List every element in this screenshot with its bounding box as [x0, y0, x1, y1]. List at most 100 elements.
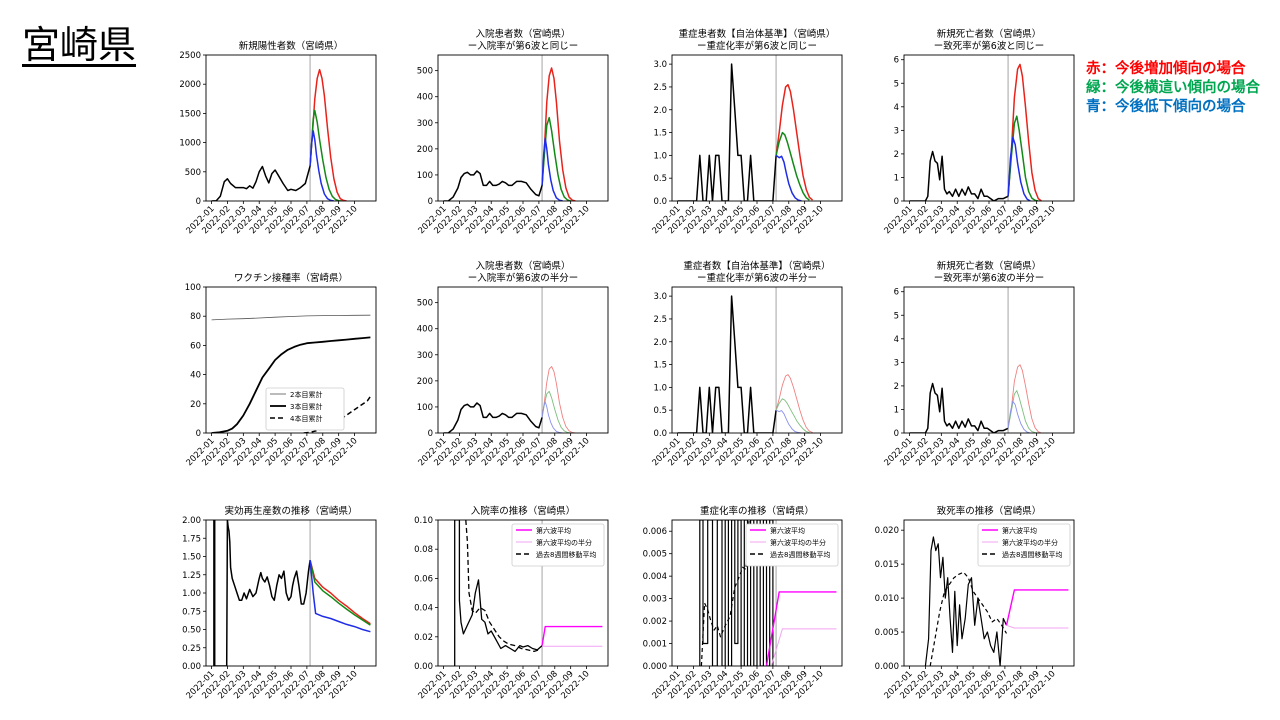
- series-line-3: [541, 137, 563, 201]
- series-group: [677, 295, 813, 433]
- series-line-2: [541, 625, 603, 646]
- legend-label: 4本目累計: [290, 414, 322, 423]
- y-tick-label: 200: [417, 145, 433, 155]
- y-tick-label: 500: [417, 299, 433, 309]
- chart-c9: 実効再生産数の推移（宮崎県） 0.00 0.25 0.50 0.75 1.00 1.25 1.…: [182, 505, 377, 701]
- series-line-1: [541, 366, 576, 433]
- y-tick-label: 0.005: [875, 628, 899, 638]
- y-tick-label: 500: [185, 168, 201, 178]
- y-tick-label: 1.0: [653, 383, 667, 393]
- y-tick-label: 100: [417, 403, 433, 413]
- series-line-0: [909, 150, 1009, 201]
- plot-frame: [437, 54, 609, 202]
- series-line-2: [775, 398, 810, 433]
- chart-title: 新規死亡者数（宮崎県）: [937, 28, 1042, 40]
- series-line-2: [309, 559, 371, 626]
- y-tick-label: 0.00: [414, 662, 433, 672]
- legend-label: 第六波平均の半分: [1002, 538, 1058, 547]
- chart-title: ワクチン接種率（宮崎県）: [234, 272, 348, 284]
- legend-label: 第六波平均の半分: [770, 538, 826, 547]
- series-line-0: [677, 63, 777, 201]
- plot-frame: [205, 286, 377, 434]
- y-tick-label: 6: [894, 288, 899, 298]
- y-tick-label: 2000: [179, 80, 201, 90]
- legend-box: [511, 523, 605, 567]
- y-tick-label: 0: [428, 429, 433, 439]
- y-tick-label: 0: [894, 197, 899, 207]
- y-tick-label: 1.5: [653, 129, 667, 139]
- series-line-3: [775, 409, 802, 433]
- series-group: [677, 63, 814, 201]
- y-tick-label: 1000: [179, 139, 201, 149]
- series-line-2: [1007, 390, 1039, 433]
- y-tick-label: 60: [190, 341, 201, 351]
- chart-c5: ワクチン接種率（宮崎県）0204060801002022-012022-0220…: [184, 272, 377, 468]
- y-tick-label: 1500: [179, 109, 201, 119]
- legend-label: 3本目累計: [290, 402, 322, 411]
- series-line-3: [309, 560, 371, 633]
- y-tick-label: 3.0: [653, 60, 667, 70]
- series-group: [211, 314, 372, 433]
- legend-label: 第六波平均: [1002, 526, 1037, 535]
- y-tick-label: 0.0: [653, 429, 667, 439]
- series-line-0: [443, 402, 543, 433]
- chart-title: 入院患者数（宮崎県）: [475, 260, 570, 272]
- series-group: [211, 68, 347, 201]
- y-tick-label: 0.004: [643, 572, 667, 582]
- series-group: [699, 520, 837, 666]
- series-line-2: [309, 109, 342, 201]
- plot-frame: [903, 54, 1075, 202]
- series-line-1: [775, 374, 813, 433]
- series-line-3: [775, 154, 802, 201]
- series-line-0: [909, 382, 1009, 433]
- y-tick-label: 0.5: [653, 174, 667, 184]
- plot-frame: [205, 54, 377, 202]
- series-line-1: [775, 83, 814, 201]
- series-group: [454, 520, 603, 666]
- y-tick-label: 0.006: [643, 527, 667, 537]
- y-tick-label: 4: [894, 335, 899, 345]
- y-tick-label: 80: [190, 312, 201, 322]
- chart-title: 入院患者数（宮崎県）: [475, 28, 570, 40]
- y-tick-label: 0: [196, 429, 201, 439]
- y-tick-label: 3.0: [653, 292, 667, 302]
- y-tick-label: 0.005: [643, 550, 667, 560]
- chart-c6: 入院患者数（宮崎県）ー入院率が第6波の半分ー010020030040050020…: [416, 260, 609, 468]
- legend-box: [977, 523, 1071, 567]
- y-tick-label: 0.06: [414, 574, 433, 584]
- series-line-0: [677, 295, 777, 433]
- legend-label: 過去8週間移動平均: [770, 550, 830, 559]
- chart-title: ー致死率が第6波と同じー: [934, 40, 1045, 52]
- legend-label: 第六波平均: [536, 526, 571, 535]
- note-red-increase: 赤：今後増加傾向の場合: [1086, 61, 1246, 77]
- chart-c1: 新規陽性者数（宮崎県）050010001500200025002022-0120…: [179, 40, 377, 236]
- y-tick-label: 1.5: [653, 361, 667, 371]
- y-tick-label: 200: [417, 377, 433, 387]
- series-line-0: [211, 314, 371, 321]
- series-line-1: [211, 336, 371, 433]
- chart-title: ー重症化率が第6波と同じー: [697, 40, 817, 52]
- chart-title: 新規陽性者数（宮崎県）: [239, 40, 344, 52]
- series-line-1: [309, 68, 347, 201]
- legend-box: [265, 387, 345, 431]
- y-tick-label: 1: [894, 405, 899, 415]
- series-line-2: [303, 396, 372, 433]
- chart-title: 重症者数【自治体基準】（宮崎県）: [683, 260, 830, 272]
- y-tick-label: 0.08: [414, 545, 433, 555]
- series-line-2: [1007, 115, 1039, 201]
- y-tick-label: 0.02: [414, 633, 433, 643]
- series-line-2: [775, 131, 810, 201]
- y-tick-label: 400: [417, 93, 433, 103]
- series-line-2: [541, 116, 571, 201]
- series-line-3: [1007, 400, 1031, 433]
- y-tick-label: 5: [894, 311, 899, 321]
- series-line-1: [309, 559, 371, 625]
- note-blue-decrease: 青：今後低下傾向の場合: [1086, 99, 1246, 115]
- legend-label: 第六波平均の半分: [536, 538, 592, 547]
- y-tick-label: 40: [190, 371, 201, 381]
- y-tick-label: 2500: [179, 51, 201, 61]
- series-line-0: [443, 170, 543, 201]
- y-tick-label: 1: [894, 173, 899, 183]
